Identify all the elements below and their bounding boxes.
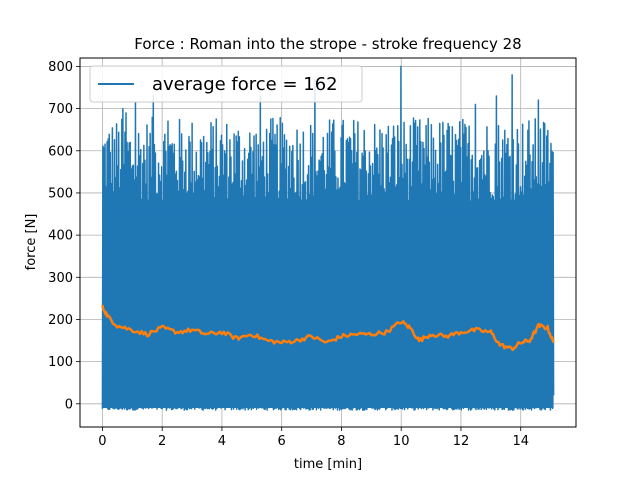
y-axis-label: force [N] [24, 214, 39, 271]
axes-frame [79, 57, 577, 428]
y-tick-label: 100 [48, 355, 73, 370]
x-axis-label: time [min] [294, 457, 362, 472]
legend-box [89, 65, 363, 103]
y-tick-label: 700 [48, 102, 73, 117]
chart-title: Force : Roman into the strope - stroke f… [134, 35, 521, 53]
plot-area: 0 2 4 6 8 10 12 14 0 100 200 300 400 500 600 700 800 [48, 57, 577, 449]
y-tick-label: 300 [48, 271, 73, 286]
y-tick-label: 800 [48, 60, 73, 75]
y-tick-label: 600 [48, 144, 73, 159]
x-tick-label: 0 [98, 434, 106, 449]
series-raw-force [101, 65, 555, 411]
y-tick-label: 400 [48, 229, 73, 244]
moving-average-line [101, 304, 555, 352]
x-tick-label: 4 [218, 434, 226, 449]
x-tick-label: 10 [393, 434, 410, 449]
legend-entry-raw-force: average force = 162 [152, 74, 338, 95]
legend: average force = 162 [89, 65, 363, 103]
y-tick-label: 200 [48, 313, 73, 328]
x-tick-label: 12 [453, 434, 470, 449]
x-axis-ticks: 0 2 4 6 8 10 12 14 [98, 427, 529, 449]
x-tick-label: 6 [278, 434, 286, 449]
y-axis-ticks: 0 100 200 300 400 500 600 700 800 [48, 60, 80, 412]
raw-force-band [102, 209, 554, 409]
x-tick-label: 14 [512, 434, 529, 449]
x-tick-label: 8 [337, 434, 345, 449]
x-tick-label: 2 [158, 434, 166, 449]
y-tick-label: 0 [65, 397, 73, 412]
y-tick-label: 500 [48, 186, 73, 201]
series-moving-average [101, 304, 555, 352]
